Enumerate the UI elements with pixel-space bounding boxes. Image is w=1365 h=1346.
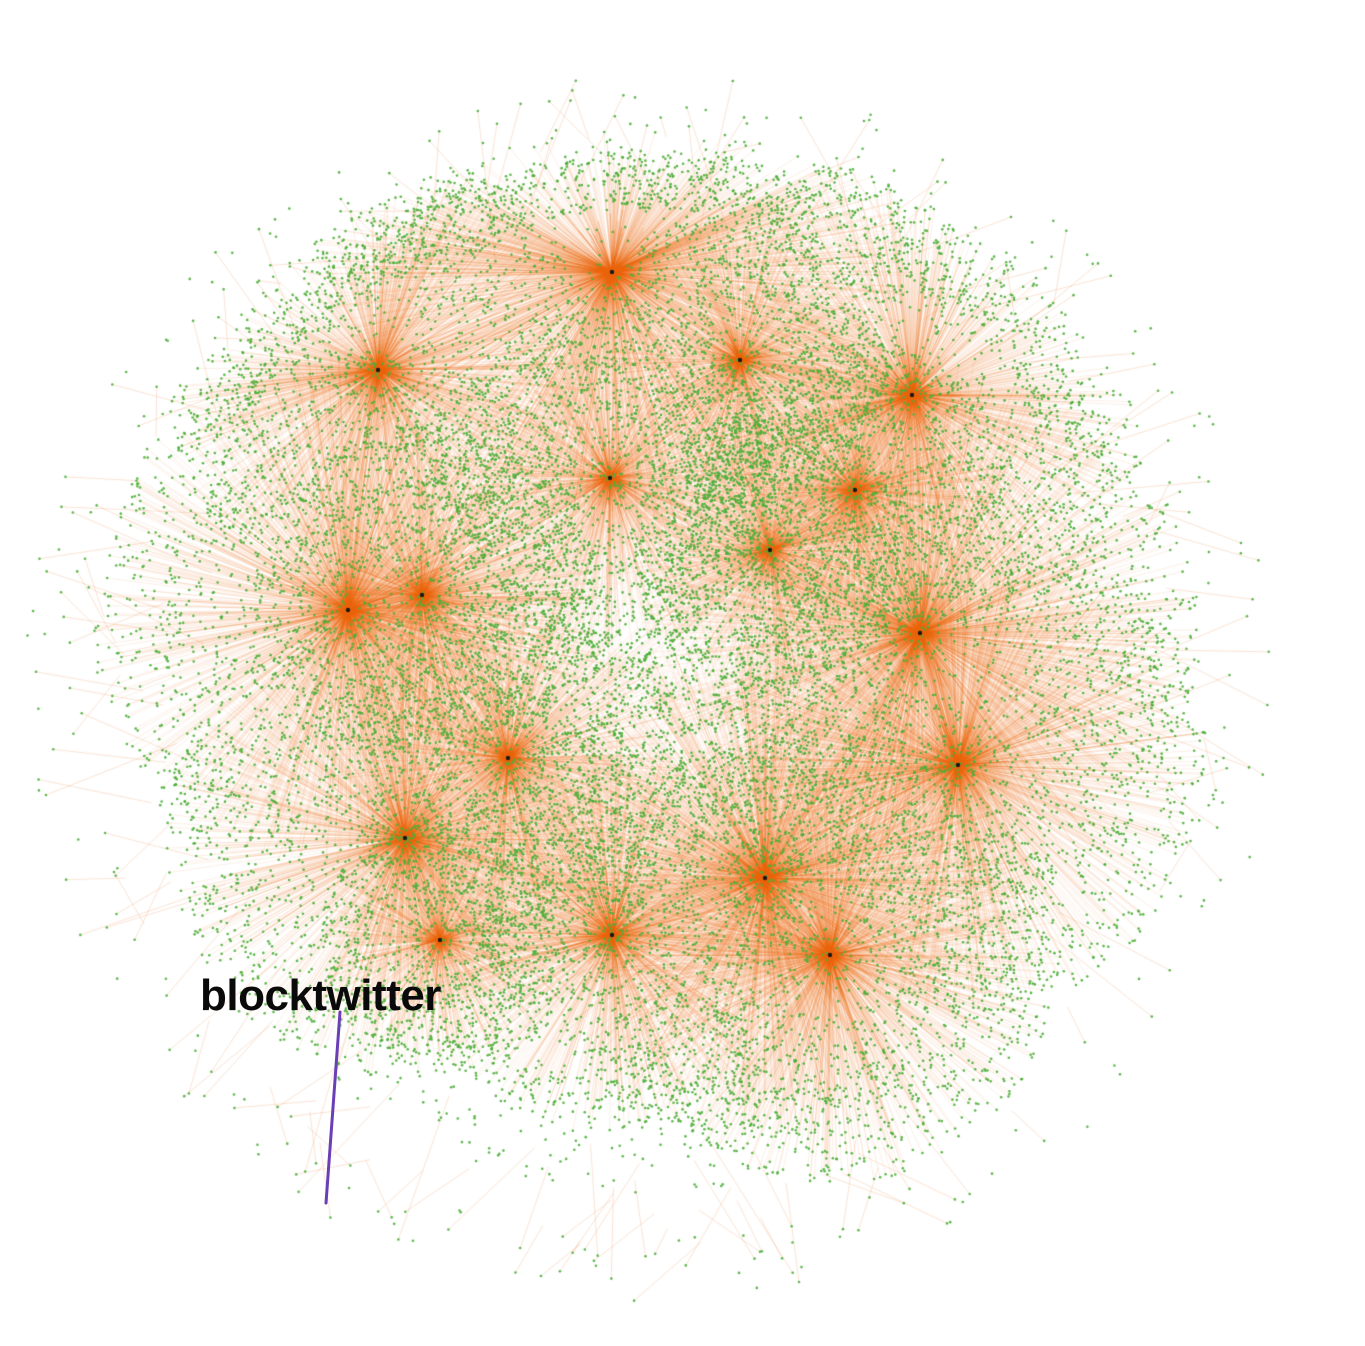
network-graph-canvas (0, 0, 1365, 1346)
